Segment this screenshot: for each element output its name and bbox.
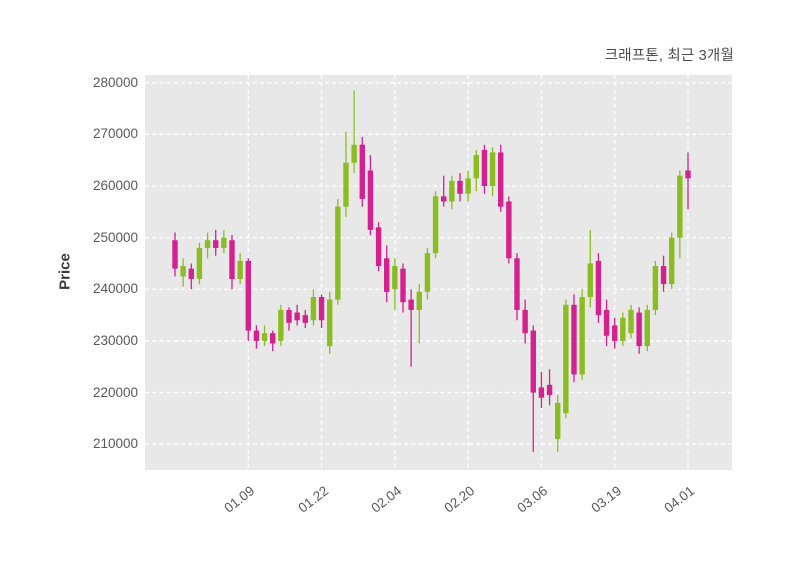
candle-body: [669, 237, 675, 285]
candle-body: [449, 180, 455, 202]
candle-body: [270, 333, 276, 344]
candle-body: [294, 312, 300, 321]
candle-body: [196, 247, 203, 279]
candle-body: [555, 402, 561, 440]
candle-body: [253, 330, 260, 341]
candle-body: [180, 266, 186, 277]
candle-body: [595, 260, 602, 316]
candle-body: [188, 268, 194, 279]
candle-body: [498, 152, 504, 207]
candle-body: [335, 206, 341, 300]
candle-body: [612, 325, 618, 341]
candle-body: [563, 304, 569, 414]
candle-body: [603, 309, 610, 336]
candle-body: [644, 309, 650, 347]
candle-body: [408, 299, 414, 310]
candle-body: [530, 330, 536, 393]
y-tick-label: 230000: [92, 332, 138, 348]
candle-body: [318, 297, 325, 321]
y-axis-label: Price: [56, 253, 74, 290]
candle-body: [489, 152, 496, 187]
y-tick-label: 270000: [92, 126, 138, 142]
candle-body: [286, 309, 292, 323]
candle-body: [392, 266, 398, 290]
candle-body: [636, 312, 642, 347]
candle-body: [359, 144, 365, 199]
y-tick-label: 250000: [92, 229, 138, 245]
y-tick-label: 220000: [92, 384, 138, 400]
candle-body: [213, 240, 219, 248]
candle-body: [473, 155, 479, 179]
candle-body: [652, 266, 659, 310]
candle-body: [579, 297, 585, 375]
candle-body: [481, 149, 488, 187]
candle-body: [302, 315, 308, 323]
y-tick-label: 260000: [92, 178, 138, 193]
candle-body: [628, 309, 634, 334]
candle-body: [204, 240, 211, 248]
candle-body: [221, 237, 227, 248]
candle-body: [432, 196, 439, 254]
candle-body: [424, 253, 431, 292]
candle-body: [416, 291, 422, 310]
candle-body: [343, 162, 349, 207]
candle-body: [546, 384, 553, 396]
candle-body: [685, 170, 691, 179]
candle-body: [441, 196, 447, 202]
candle-body: [522, 309, 528, 334]
candle-body: [571, 304, 577, 375]
candle-body: [245, 260, 251, 331]
candle-body: [351, 144, 357, 163]
candle-body: [278, 309, 284, 341]
candle-body: [375, 227, 382, 267]
candle-body: [660, 266, 667, 285]
y-tick-label: 280000: [92, 74, 138, 90]
candle-body: [400, 268, 406, 303]
candle-body: [506, 201, 512, 259]
y-tick-label: 240000: [92, 281, 138, 297]
candle-body: [465, 178, 471, 194]
candle-body: [587, 263, 593, 298]
candle-body: [620, 317, 626, 341]
candle-body: [367, 170, 374, 230]
candle-body: [514, 258, 520, 310]
y-tick-label: 210000: [92, 436, 138, 452]
chart-title: 크래프톤, 최근 3개월: [604, 48, 734, 64]
candle-body: [457, 180, 463, 194]
candle-body: [229, 240, 235, 279]
candle-body: [538, 387, 545, 398]
candle-body: [172, 240, 178, 269]
candle-body: [677, 175, 683, 238]
candle-body: [310, 297, 317, 321]
candle-body: [384, 258, 390, 292]
candle-body: [327, 299, 333, 347]
candle-body: [237, 260, 243, 279]
candle-body: [261, 333, 268, 341]
